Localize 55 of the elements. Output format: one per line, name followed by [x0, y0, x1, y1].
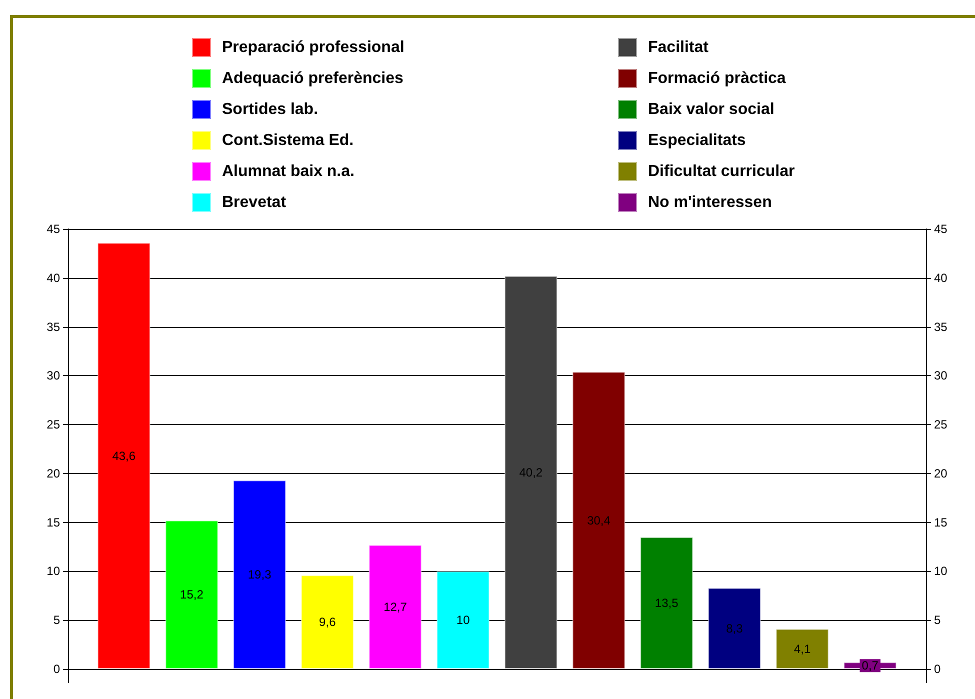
y-tick-label: 20: [46, 466, 60, 480]
data-label: 15,2: [180, 588, 204, 602]
y2-tick-label: 25: [934, 418, 948, 432]
y2-tick-label: 0: [934, 662, 941, 676]
legend-label: Alumnat baix n.a.: [222, 163, 354, 180]
y2-tick-label: 20: [934, 466, 948, 480]
legend-label: Formació pràctica: [648, 70, 786, 87]
legend-label: Dificultat curricular: [648, 163, 795, 180]
legend-label: No m'interessen: [648, 194, 772, 211]
legend-label: Adequació preferències: [222, 70, 404, 87]
data-label: 43,6: [112, 448, 136, 463]
y-tick-label: 10: [46, 564, 60, 578]
legend-label: Sortides lab.: [222, 101, 318, 118]
data-label: 40,2: [519, 465, 543, 480]
y2-tick-label: 35: [934, 320, 948, 334]
y2-tick-label: 15: [934, 515, 948, 530]
y-tick-label: 45: [46, 222, 60, 236]
y-tick-label: 5: [53, 613, 60, 628]
y-tick-label: 25: [46, 418, 60, 432]
data-label: 19,3: [248, 568, 272, 582]
legend-label: Brevetat: [222, 194, 287, 211]
y-tick-label: 35: [46, 320, 60, 334]
bar: [165, 520, 218, 669]
data-label: 30,4: [587, 513, 611, 528]
y2-tick-label: 45: [934, 222, 948, 236]
legend-label: Especialitats: [648, 132, 746, 149]
data-label: 8,3: [726, 621, 744, 636]
bar: [572, 372, 626, 669]
legend-label: Facilitat: [648, 39, 710, 56]
y-tick-label: 30: [46, 368, 60, 383]
data-label: 0,7: [862, 658, 879, 673]
y-tick-label: 15: [46, 515, 60, 530]
data-label: 4,1: [794, 642, 811, 656]
bar: [708, 588, 761, 669]
legend-label: Preparació professional: [222, 39, 404, 56]
y-tick-label: 0: [53, 662, 60, 676]
bar: [97, 242, 150, 669]
legend-label: Cont.Sistema Ed.: [222, 132, 354, 149]
bar: [504, 276, 558, 669]
bar: [776, 628, 829, 669]
y2-tick-label: 5: [934, 613, 941, 628]
bar: [436, 571, 490, 669]
bar: [300, 575, 354, 669]
y2-tick-label: 40: [934, 270, 948, 285]
bar: [233, 480, 286, 669]
bar: [640, 537, 694, 669]
y-tick-label: 40: [46, 270, 60, 285]
data-label: 12,7: [384, 600, 408, 614]
data-label: 10: [456, 613, 470, 628]
legend-label: Baix valor social: [648, 101, 774, 118]
y2-tick-label: 10: [934, 564, 948, 578]
y2-tick-label: 30: [934, 368, 948, 383]
data-label: 13,5: [654, 596, 679, 610]
data-label: 9,6: [319, 615, 336, 630]
bar: [368, 544, 422, 669]
